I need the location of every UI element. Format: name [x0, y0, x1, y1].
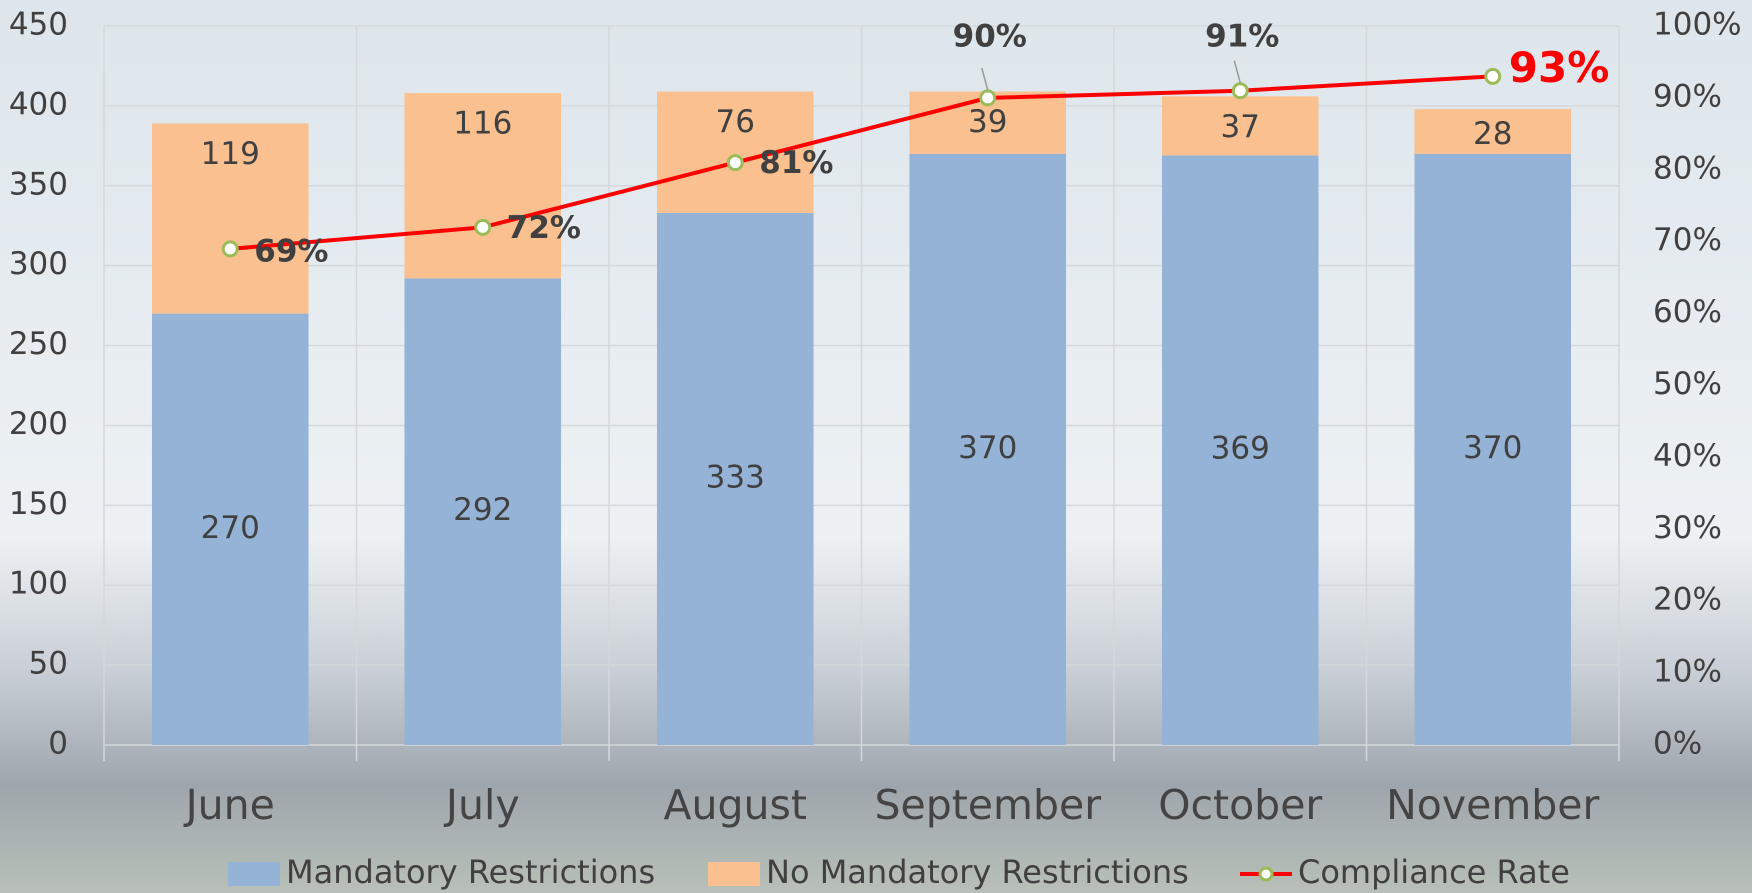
line-marker — [1233, 84, 1247, 98]
y-tick-label: 400 — [9, 86, 68, 122]
line-label: 93% — [1509, 43, 1610, 92]
y-tick-label: 0 — [48, 726, 68, 762]
x-tick-label: June — [183, 781, 275, 829]
data-label: 28 — [1473, 116, 1512, 152]
y-tick-label: 100 — [9, 566, 68, 602]
data-label: 370 — [958, 430, 1017, 466]
data-label: 333 — [706, 459, 765, 495]
y2-tick-label: 90% — [1653, 78, 1722, 114]
x-tick-label: October — [1158, 781, 1322, 829]
data-label: 39 — [968, 104, 1007, 140]
line-label: 81% — [759, 145, 833, 181]
y2-tick-label: 50% — [1653, 366, 1722, 402]
data-label: 76 — [716, 104, 755, 140]
x-tick-label: November — [1386, 781, 1599, 829]
x-tick-label: September — [874, 781, 1101, 829]
chart: 270 119 292 116 333 76 370 39 369 37 370 28 69% 72% 81… — [0, 0, 1752, 893]
data-label: 119 — [201, 136, 260, 172]
legend-label: No Mandatory Restrictions — [766, 853, 1189, 891]
y-tick-label: 450 — [9, 7, 68, 43]
y-tick-label: 300 — [9, 246, 68, 282]
legend-swatch — [708, 862, 760, 886]
x-tick-label: August — [664, 781, 807, 829]
line-marker — [223, 242, 237, 256]
y-tick-label: 350 — [9, 166, 68, 202]
y2-tick-label: 60% — [1653, 294, 1722, 330]
y-tick-label: 50 — [29, 646, 68, 682]
line-label: 72% — [507, 210, 581, 246]
x-tick-label: July — [443, 781, 520, 829]
line-marker — [981, 91, 995, 105]
y2-tick-label: 40% — [1653, 438, 1722, 474]
data-label: 37 — [1221, 109, 1260, 145]
line-marker — [1486, 69, 1500, 83]
y-tick-label: 150 — [9, 486, 68, 522]
legend-swatch — [228, 862, 280, 886]
y2-tick-label: 70% — [1653, 222, 1722, 258]
y-tick-label: 200 — [9, 406, 68, 442]
y2-tick-label: 0% — [1653, 726, 1702, 762]
y2-tick-label: 30% — [1653, 510, 1722, 546]
data-label: 370 — [1463, 430, 1522, 466]
y2-tick-label: 10% — [1653, 654, 1722, 690]
line-label: 69% — [254, 233, 328, 269]
legend-label: Mandatory Restrictions — [286, 853, 655, 891]
line-marker — [728, 156, 742, 170]
y2-tick-label: 80% — [1653, 150, 1722, 186]
data-label: 292 — [453, 492, 512, 528]
line-marker — [476, 220, 490, 234]
legend-label: Compliance Rate — [1298, 853, 1570, 891]
data-label: 369 — [1211, 431, 1270, 467]
data-label: 116 — [453, 106, 512, 142]
y2-tick-label: 20% — [1653, 582, 1722, 618]
line-label: 90% — [953, 19, 1027, 55]
legend-marker — [1260, 868, 1272, 880]
y-tick-label: 250 — [9, 326, 68, 362]
data-label: 270 — [201, 510, 260, 546]
y2-tick-label: 100% — [1653, 7, 1742, 43]
line-label: 91% — [1205, 19, 1279, 55]
